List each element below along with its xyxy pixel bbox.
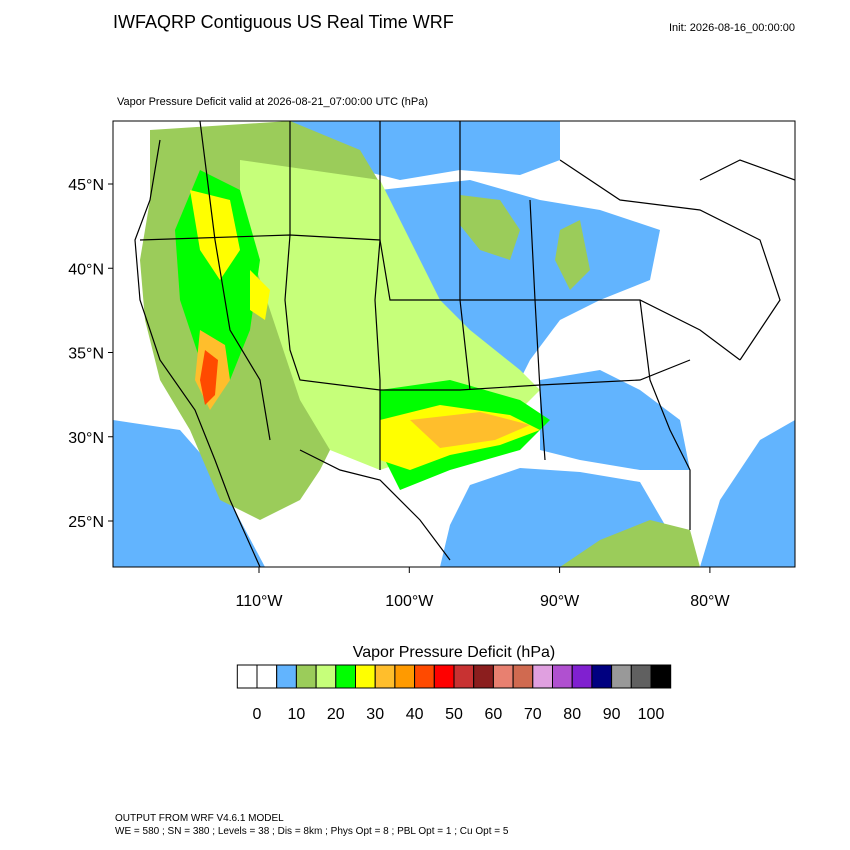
colorbar-box [236,664,258,689]
footer-line: WE = 580 ; SN = 380 ; Levels = 38 ; Dis … [115,826,509,837]
colorbar-tick-label: 50 [445,706,463,723]
colorbar-box [433,664,455,689]
init-time: Init: 2026-08-16_00:00:00 [669,22,795,34]
map-subtitle: Vapor Pressure Deficit valid at 2026-08-… [117,96,428,108]
lat-label: 45°N [68,177,104,194]
colorbar-box [374,664,396,689]
colorbar-box [355,664,376,689]
colorbar-tick-label: 70 [524,706,542,723]
colorbar-box [591,664,613,689]
colorbar-tick-label: 40 [406,706,424,723]
lon-label: 110°W [235,593,283,610]
colorbar-box [512,664,534,689]
lat-label: 40°N [68,261,104,278]
lon-label: 90°W [540,593,580,610]
colorbar-tick-label: 80 [563,706,581,723]
lat-label: 25°N [68,514,104,531]
colorbar-tick-label: 0 [253,706,262,723]
colorbar-box [650,664,672,689]
lat-label: 35°N [68,346,104,363]
colorbar-box [552,664,573,689]
lon-label: 100°W [385,593,434,610]
colorbar-box [453,664,475,689]
lon-labels: 110°W 100°W 90°W 80°W [235,567,730,610]
lat-label: 30°N [68,430,104,447]
colorbar-box [571,664,593,689]
colorbar-tick-label: 20 [327,706,345,723]
colorbar-tick-label: 60 [485,706,503,723]
colorbar-box [630,664,652,689]
colorbar-box [315,664,337,689]
title: IWFAQRP Contiguous US Real Time WRF [113,12,454,32]
map-field [113,121,795,567]
colorbar-tick-label: 10 [288,706,306,723]
colorbar: 0 10 20 30 40 50 60 70 80 90 100 [236,664,672,723]
lon-label: 80°W [690,593,730,610]
colorbar-box [492,664,514,689]
colorbar-box [256,664,278,689]
colorbar-box [335,664,356,689]
footer-line: OUTPUT FROM WRF V4.6.1 MODEL [115,813,284,824]
colorbar-title: Vapor Pressure Deficit (hPa) [353,644,555,661]
lat-labels: 45°N 40°N 35°N 30°N 25°N [68,177,113,531]
colorbar-tick-label: 100 [638,706,665,723]
colorbar-box [295,664,317,689]
map-frame [112,120,796,568]
colorbar-box [414,664,435,689]
colorbar-tick-label: 90 [603,706,621,723]
colorbar-box [394,664,416,689]
colorbar-box [611,664,632,689]
colorbar-tick-label: 30 [366,706,384,723]
colorbar-box [473,664,494,689]
colorbar-box [276,664,297,689]
colorbar-box [532,664,553,689]
